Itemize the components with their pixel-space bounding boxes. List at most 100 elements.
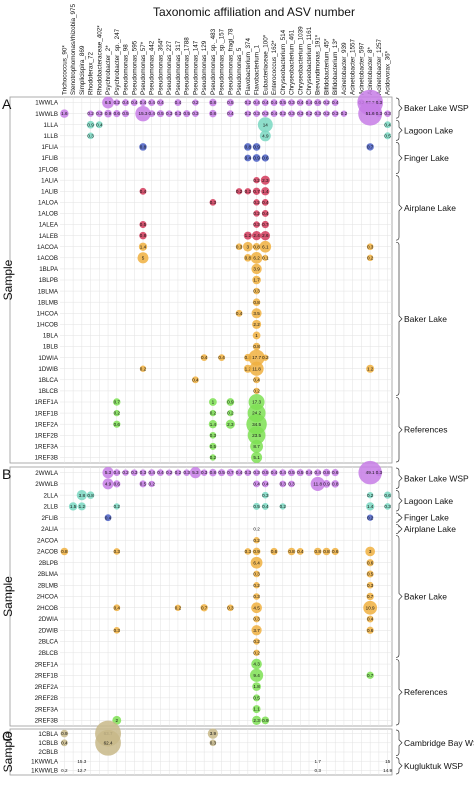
data-value-label: 0.6 <box>384 493 391 498</box>
data-bubble <box>148 99 156 106</box>
data-bubble <box>130 99 138 106</box>
data-value-label: 1.2 <box>245 233 252 238</box>
data-value-label: 0.4 <box>149 100 156 105</box>
row-label: 2ACOB <box>37 549 58 556</box>
data-value-label: 1 <box>212 400 215 405</box>
data-bubble <box>148 110 156 118</box>
data-bubble <box>270 547 278 556</box>
row-label: 1ALOB <box>38 211 58 218</box>
data-value-label: 0.3 <box>210 200 217 205</box>
row-labels: 1WWLA 1WWLB 1LLA 1LLB 1FLIA 1FLIB 1FLOB 1ALIA 1A… <box>31 100 59 775</box>
data-bubble <box>261 502 269 510</box>
data-value-label: 1.2 <box>367 366 374 371</box>
data-value-label: 14.9 <box>383 768 392 773</box>
data-value-label: 0.4 <box>105 515 112 520</box>
data-value-label: 0.2 <box>367 515 374 520</box>
data-value-label: 3.9 <box>210 731 217 736</box>
data-bubble <box>259 240 272 253</box>
data-value-label: 0.9 <box>105 111 112 116</box>
data-bubble <box>189 467 202 479</box>
data-value-label: 15.3 <box>77 759 86 764</box>
data-value-label: 0.3 <box>288 100 295 105</box>
data-value-label: 4.5 <box>253 605 260 610</box>
data-value-label: 0.5 <box>140 222 147 227</box>
column-label: Trichococcus_90* <box>61 45 68 95</box>
data-value-label: 15.3 <box>139 111 148 116</box>
data-value-label: 1.4 <box>210 422 217 427</box>
data-value-label: 11.8 <box>252 366 261 371</box>
data-value-label: 0.3 <box>114 549 121 554</box>
data-bubble <box>260 175 270 185</box>
data-bubble <box>366 143 374 151</box>
data-value-label: 0.2 <box>323 111 330 116</box>
data-bubble <box>218 469 226 477</box>
data-value-label: 0.6 <box>332 470 339 475</box>
data-value-label: 0.8 <box>323 470 330 475</box>
data-value-label: 0.4 <box>227 111 234 116</box>
column-label: Chryseobacterium_1161 <box>306 26 313 95</box>
data-value-label: 0.2 <box>175 470 182 475</box>
row-label: 1FLIB <box>41 155 58 162</box>
data-value-label: 0.3 <box>367 583 374 588</box>
data-bubble <box>331 480 339 488</box>
data-bubble <box>323 110 330 117</box>
data-value-label: 5 <box>142 255 145 260</box>
data-bubble <box>261 220 270 229</box>
data-value-label: 3.8 <box>79 493 86 498</box>
column-label: Simplicispira_869 <box>79 45 86 95</box>
data-value-label: 0.8 <box>140 233 147 238</box>
row-label: 1WWLA <box>35 100 59 107</box>
group-label: References <box>404 687 447 697</box>
data-bubble <box>305 469 313 477</box>
data-value-label: 3.5 <box>253 311 260 316</box>
data-value-label: 0.3 <box>376 111 383 116</box>
data-bubble <box>260 230 271 241</box>
data-value-label: 0.8 <box>87 493 94 498</box>
data-bubble <box>192 99 199 106</box>
data-bubble <box>137 252 149 264</box>
data-value-label: 0.8 <box>210 100 217 105</box>
data-value-label: 0.3 <box>140 470 147 475</box>
data-bubble <box>314 98 322 107</box>
data-value-label: 2.3 <box>262 178 269 183</box>
data-value-label: 2.4 <box>253 233 260 238</box>
column-label: Pseudomonas_sp._483 <box>210 28 217 95</box>
data-bubble <box>251 658 262 670</box>
data-value-label: 0.3 <box>201 470 208 475</box>
data-value-label: 0.7 <box>367 673 374 678</box>
column-label: Pseudomonas_1788 <box>184 37 191 95</box>
group-label: Baker Lake WSP <box>404 103 469 113</box>
data-value-label: 0.9 <box>253 145 260 150</box>
row-label: 2REF3A <box>35 706 59 713</box>
data-value-label: 0.6 <box>367 628 374 633</box>
column-label: Pseudomonas_364* <box>157 38 164 95</box>
data-bubble <box>331 547 339 556</box>
data-value-label: 0.3 <box>315 768 322 773</box>
row-label: 2REF2A <box>35 684 59 691</box>
data-bubble <box>331 99 339 106</box>
data-bubble <box>60 729 69 738</box>
data-value-label: 3.7 <box>253 628 260 633</box>
data-bubble <box>279 110 286 117</box>
data-value-label: 0.5 <box>140 481 147 486</box>
data-bubble <box>86 491 95 499</box>
group-label: Airplane Lake <box>404 203 456 213</box>
row-label: 1BLMA <box>38 288 59 295</box>
data-bubble <box>253 593 260 600</box>
data-value-label: 1.1 <box>253 707 260 712</box>
data-bubble <box>113 548 121 555</box>
data-bubble <box>174 604 182 611</box>
data-bubble <box>250 439 264 453</box>
data-value-label: 0.3 <box>262 493 269 498</box>
data-bubble <box>139 365 147 372</box>
data-bubble <box>226 110 234 118</box>
data-bubble <box>270 110 278 118</box>
row-label: 2DWIB <box>38 627 58 634</box>
data-value-label: 0.4 <box>253 100 260 105</box>
row-label: 1ALIA <box>41 177 59 184</box>
data-value-label: 1.7 <box>253 278 260 283</box>
data-value-label: 0.2 <box>323 100 330 105</box>
data-value-label: 0.3 <box>332 111 339 116</box>
y-axis-label: Sample <box>1 731 15 772</box>
column-label: Pseudomonas_sp._157 <box>219 28 226 95</box>
